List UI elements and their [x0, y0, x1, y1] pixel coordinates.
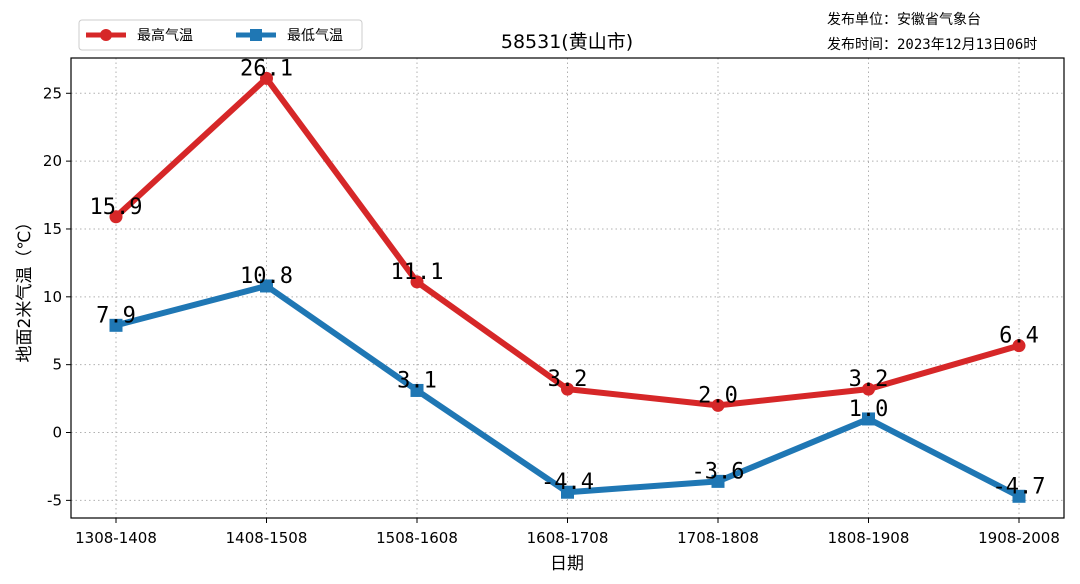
high-temp-data-label: 15.9: [90, 195, 143, 220]
x-tick-label: 1808-1908: [828, 529, 910, 547]
high-temp-data-label: 2.0: [698, 383, 738, 408]
y-tick-label: 10: [43, 288, 62, 306]
low-temp-point: [711, 474, 725, 488]
low-temp-point: [862, 412, 875, 426]
low-temp-point: [561, 485, 574, 499]
low-temp-data-label: 10.8: [240, 264, 293, 289]
legend-low-label: 最低气温: [287, 28, 343, 44]
high-temp-point: [1012, 339, 1026, 353]
series-layer: [109, 71, 1026, 503]
x-tick-label: 1508-1608: [376, 529, 458, 547]
low-temp-point: [260, 279, 273, 293]
y-tick-label: 0: [52, 424, 62, 442]
low-temp-point: [109, 318, 123, 332]
y-tick-label: 25: [43, 84, 62, 102]
tick-layer: 1308-1408 1408-1508 1508-1608 1608-1708 1708…: [43, 84, 1060, 547]
high-temp-point: [260, 71, 273, 85]
low-temp-point: [410, 383, 424, 397]
high-temp-data-label: 6.4: [999, 324, 1039, 349]
y-tick-label: -5: [47, 491, 62, 509]
legend-high-marker: [100, 29, 112, 41]
x-tick-label: 1408-1508: [226, 529, 308, 547]
legend: 最高气温 最低气温: [78, 19, 363, 51]
publisher-unit: 发布单位：安徽省气象台: [827, 12, 981, 28]
x-tick-label: 1908-2008: [978, 529, 1060, 547]
legend-low-marker: [250, 29, 262, 41]
legend-high-label: 最高气温: [137, 27, 193, 44]
low-temp-data-label: -4.4: [541, 470, 594, 495]
high-temp-data-label: 3.2: [849, 367, 889, 392]
y-tick-label: 15: [43, 220, 62, 238]
x-tick-label: 1308-1408: [75, 529, 157, 547]
high-temp-point: [561, 382, 574, 396]
high-temp-data-label: 11.1: [391, 260, 444, 285]
y-axis-title: 地面2米气温（℃）: [15, 214, 35, 363]
high-temp-point: [410, 275, 424, 289]
low-temp-data-label: 1.0: [849, 397, 889, 422]
high-temp-data-label: 3.2: [548, 367, 588, 392]
x-axis-title: 日期: [550, 554, 584, 574]
data-label-layer: 15.9 26.1 11.1 3.2 2.0 3.2 6.4 7.9 10.8 3.1 -4.4 -3…: [90, 56, 1046, 499]
high-temp-point: [109, 210, 123, 224]
chart-title: 58531(黄山市): [501, 31, 633, 53]
high-temp-point: [711, 398, 725, 412]
x-tick-label: 1608-1708: [527, 529, 609, 547]
low-temp-data-label: -3.6: [692, 459, 745, 484]
high-temp-point: [862, 382, 875, 396]
low-temp-data-label: 7.9: [96, 303, 136, 328]
low-temp-point: [1012, 489, 1026, 503]
low-temp-data-label: 3.1: [397, 368, 437, 393]
publisher-time: 发布时间：2023年12月13日06时: [827, 37, 1037, 53]
grid-layer: [71, 58, 1064, 518]
y-tick-label: 20: [43, 152, 62, 170]
high-temp-data-label: 26.1: [240, 56, 293, 81]
x-tick-label: 1708-1808: [677, 529, 759, 547]
y-tick-label: 5: [52, 356, 62, 374]
legend-frame: [78, 19, 363, 51]
low-temp-data-label: -4.7: [993, 474, 1046, 499]
